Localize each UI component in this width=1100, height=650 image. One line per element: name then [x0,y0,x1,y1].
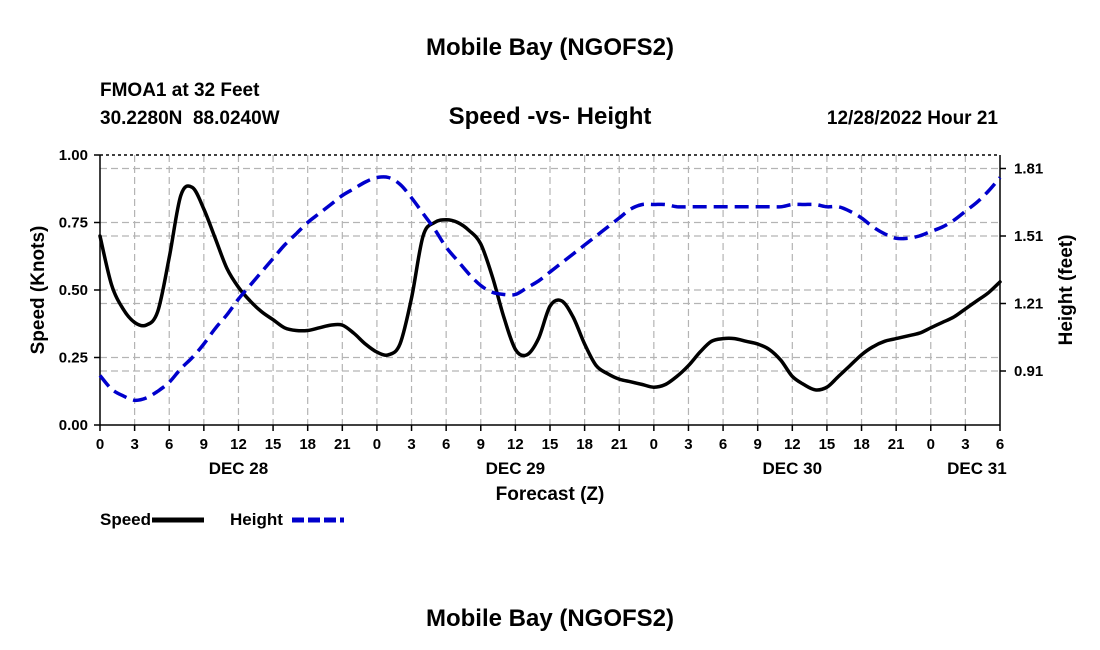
x-tick-label: 6 [165,436,173,453]
y-tick-label: 0.00 [59,417,88,434]
x-tick-label: 15 [819,436,836,453]
x-tick-label: 0 [927,436,935,453]
x-tick-label: 0 [650,436,658,453]
legend-label-height: Height [230,510,283,529]
x-tick-label: 21 [334,436,351,453]
x-tick-label: 3 [407,436,415,453]
y2-tick-label: 1.81 [1014,161,1043,178]
x-tick-label: 21 [611,436,628,453]
y2-tick-label: 1.51 [1014,228,1043,245]
x-tick-label: 6 [996,436,1004,453]
x-tick-label: 3 [961,436,969,453]
x-tick-label: 12 [230,436,247,453]
station-label: FMOA1 at 32 Feet [100,80,260,101]
height-series-line [98,175,1002,403]
x-tick-label: 18 [299,436,316,453]
x-date-label: DEC 29 [486,459,546,478]
axes: 0 3 6 9 12 15 18 21 0 3 6 9 12 15 18 21 0 3 6 9 12 15 18 21 0 3 6 D… [59,147,1043,478]
y-tick-label: 0.75 [59,215,88,232]
x-date-label: DEC 31 [947,459,1007,478]
x-tick-label: 15 [542,436,559,453]
chart-subtitle: Speed -vs- Height [449,103,652,130]
x-tick-label: 15 [265,436,282,453]
y2-axis-label: Height (feet) [1056,235,1077,346]
y-axis-label: Speed (Knots) [28,226,49,355]
y-tick-label: 0.25 [59,350,88,367]
x-tick-label: 12 [507,436,524,453]
x-tick-label: 6 [442,436,450,453]
x-tick-label: 3 [684,436,692,453]
x-tick-label: 21 [888,436,905,453]
speed-series-line [98,184,1002,392]
y2-tick-label: 1.21 [1014,296,1043,313]
x-date-label: DEC 30 [763,459,823,478]
series-layer [98,175,1002,403]
y2-tick-label: 0.91 [1014,363,1043,380]
grid [100,155,1000,425]
chart-title: Mobile Bay (NGOFS2) [426,34,674,61]
y-tick-label: 1.00 [59,147,88,164]
x-tick-label: 9 [477,436,485,453]
x-tick-label: 0 [373,436,381,453]
x-date-label: DEC 28 [209,459,269,478]
station-coords: 30.2280N 88.0240W [100,108,280,129]
forecast-timestamp: 12/28/2022 Hour 21 [827,108,999,129]
x-axis-label: Forecast (Z) [496,484,605,505]
x-tick-label: 9 [754,436,762,453]
x-tick-label: 3 [130,436,138,453]
x-tick-label: 0 [96,436,104,453]
x-tick-label: 12 [784,436,801,453]
footer-title: Mobile Bay (NGOFS2) [426,605,674,632]
x-tick-label: 18 [853,436,870,453]
x-tick-label: 9 [200,436,208,453]
legend-label-speed: Speed [100,510,151,529]
y-tick-label: 0.50 [59,282,88,299]
legend: Speed Height [100,510,344,529]
x-tick-label: 6 [719,436,727,453]
x-tick-label: 18 [576,436,593,453]
